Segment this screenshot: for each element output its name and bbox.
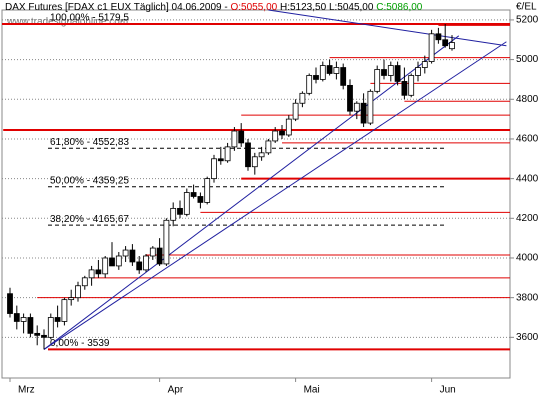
- y-tick-label: 4800: [516, 94, 539, 105]
- candle-body: [313, 75, 319, 80]
- candle-body: [143, 255, 149, 271]
- candle-body: [258, 152, 265, 158]
- candle-body: [183, 192, 190, 215]
- trendline: [43, 41, 507, 350]
- close: C:5086,00: [376, 2, 423, 13]
- candle-body: [381, 69, 387, 76]
- candle-body: [47, 317, 54, 338]
- candle-body: [360, 102, 367, 124]
- x-tick-label: Jun: [440, 385, 456, 396]
- fib-label: 61,80% - 4552,83: [50, 137, 129, 148]
- candle-body: [272, 130, 279, 142]
- candle-body: [299, 92, 306, 104]
- y-tick-label: 5200: [516, 15, 539, 26]
- candle-body: [190, 192, 197, 197]
- candle-body: [170, 207, 177, 221]
- unit: €/EL: [516, 2, 537, 13]
- candle-body: [245, 142, 251, 168]
- candle-body: [41, 334, 47, 338]
- candle-body: [347, 84, 353, 112]
- candle-body: [421, 61, 428, 68]
- candle-body: [211, 158, 217, 180]
- y-tick-label: 5000: [516, 54, 539, 65]
- candle-body: [415, 67, 421, 76]
- candle-body: [306, 75, 313, 94]
- candle-body: [435, 33, 442, 41]
- x-tick-label: Mrz: [18, 385, 35, 396]
- candle-body: [61, 299, 68, 322]
- candle-body: [177, 207, 183, 215]
- candle-body: [326, 65, 333, 74]
- candle-body: [102, 257, 109, 275]
- candle-body: [387, 65, 394, 76]
- candle-body: [408, 75, 415, 96]
- candle-body: [374, 69, 381, 92]
- candle-body: [319, 65, 326, 80]
- candle-body: [122, 249, 129, 257]
- fib-label: 50,00% - 4359,25: [50, 175, 129, 186]
- candle-body: [149, 247, 156, 257]
- candle-body: [163, 219, 170, 265]
- candle-body: [115, 255, 122, 267]
- high: H:5123,50: [280, 2, 327, 13]
- candle-body: [394, 65, 401, 82]
- plot-frame: [1, 9, 511, 379]
- candle-body: [13, 313, 20, 322]
- candle-body: [224, 146, 231, 162]
- candle-body: [333, 67, 340, 74]
- candle-body: [75, 285, 81, 299]
- candle-body: [20, 317, 27, 322]
- candle-body: [109, 257, 115, 267]
- candle-body: [54, 317, 61, 322]
- trendline: [268, 9, 507, 47]
- candle-body: [285, 118, 292, 136]
- candle-body: [292, 102, 299, 120]
- candle-body: [231, 130, 238, 148]
- candle-body: [428, 33, 435, 62]
- candle-body: [197, 196, 204, 203]
- candle-body: [156, 247, 163, 265]
- candle-body: [449, 42, 455, 50]
- candle-body: [238, 130, 245, 144]
- candle-body: [204, 178, 211, 203]
- candle-body: [7, 293, 13, 314]
- candle-body: [251, 156, 258, 168]
- candle-body: [34, 332, 41, 336]
- low: L:5045,00: [329, 2, 374, 13]
- candle-body: [95, 269, 102, 275]
- x-tick-label: Apr: [168, 385, 184, 396]
- candle-body: [279, 130, 285, 136]
- y-tick-label: 4000: [516, 253, 539, 264]
- candle-body: [353, 102, 360, 112]
- fib-label: 0,00% - 3539: [50, 338, 110, 349]
- y-tick-label: 3600: [516, 332, 539, 343]
- y-tick-label: 4200: [516, 213, 539, 224]
- y-tick-label: 4400: [516, 173, 539, 184]
- candle-body: [340, 67, 347, 86]
- candle-body: [68, 297, 75, 301]
- candle-body: [88, 269, 95, 279]
- candle-body: [401, 81, 408, 96]
- candle-body: [136, 261, 143, 271]
- candle-body: [81, 277, 88, 287]
- x-tick-label: Mai: [304, 385, 320, 396]
- y-tick-label: 4600: [516, 134, 539, 145]
- open: O:5055,00: [231, 2, 278, 13]
- candle-body: [442, 39, 449, 47]
- fib-label: 38,20% - 4165,67: [50, 214, 129, 225]
- candle-body: [27, 317, 34, 334]
- candle-body: [265, 140, 272, 154]
- instrument: DAX Futures [FDAX c1 EUX Täglich]: [5, 2, 169, 13]
- date: 04.06.2009 -: [172, 2, 228, 13]
- fib-label: 100,00% - 5179,5: [50, 13, 129, 24]
- trendline: [43, 35, 460, 350]
- candle-body: [367, 90, 374, 124]
- header: DAX Futures [FDAX c1 EUX Täglich] 04.06.…: [5, 2, 423, 13]
- y-tick-label: 3800: [516, 292, 539, 303]
- watermark: www.tradesignalonline.com: [6, 17, 128, 28]
- candle-body: [217, 158, 224, 162]
- candle-body: [129, 249, 136, 263]
